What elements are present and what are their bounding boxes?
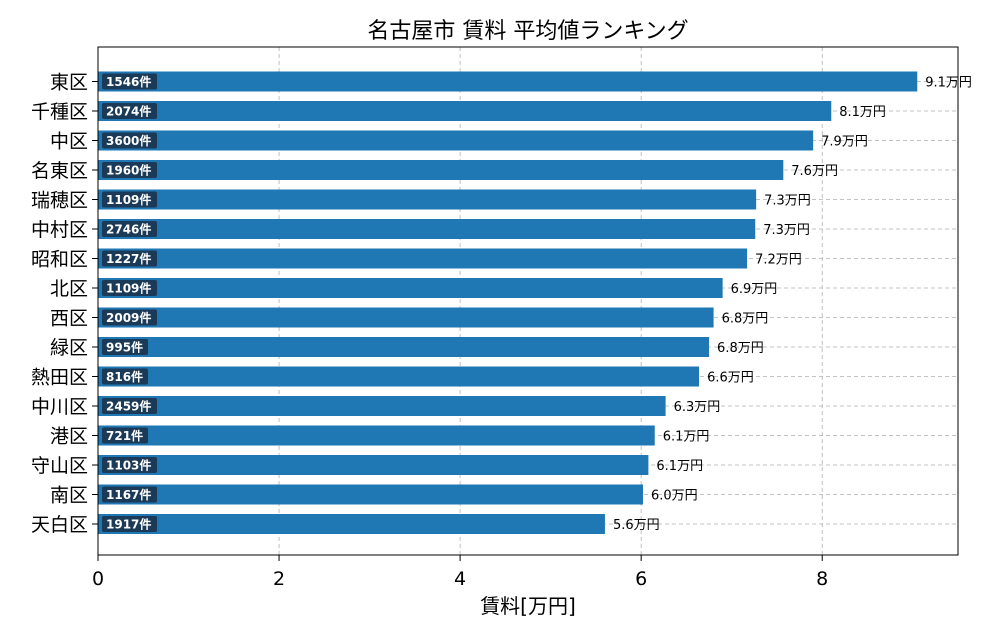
x-tick-label: 4 <box>454 568 466 590</box>
count-label: 995件 <box>106 340 143 355</box>
count-badge <box>102 457 157 473</box>
y-tick-label: 瑞穂区 <box>31 190 88 212</box>
count-badge <box>102 191 157 208</box>
count-badge <box>102 516 157 532</box>
value-label: 6.6万円 <box>707 371 754 386</box>
bar <box>98 455 649 475</box>
bar <box>98 189 757 210</box>
bar <box>98 514 605 534</box>
count-badge <box>102 103 157 119</box>
y-tick-label: 緑区 <box>50 337 88 359</box>
value-label: 6.8万円 <box>717 341 764 356</box>
count-badge <box>102 427 148 444</box>
count-badge <box>102 309 157 326</box>
x-tick-label: 8 <box>816 568 828 590</box>
y-tick-labels: 東区千種区中区名東区瑞穂区中村区昭和区北区西区緑区熱田区中川区港区守山区南区天白… <box>31 72 98 536</box>
count-label: 2009件 <box>106 310 151 325</box>
count-label: 1960件 <box>106 163 151 178</box>
value-label: 7.2万円 <box>755 253 802 268</box>
x-tick-labels: 0 2 4 6 8 <box>92 555 828 590</box>
count-badge <box>102 339 148 355</box>
bar <box>98 366 700 387</box>
grid-lines <box>98 47 958 555</box>
bar <box>98 337 710 357</box>
count-badge <box>102 250 157 267</box>
bar <box>98 248 748 269</box>
bar <box>98 278 723 298</box>
y-tick-label: 熱田区 <box>31 367 88 389</box>
bar <box>98 307 714 328</box>
y-tick-label: 名東区 <box>31 160 88 182</box>
bar <box>98 101 832 121</box>
count-label: 1546件 <box>106 74 151 89</box>
y-tick-label: 西区 <box>50 308 88 330</box>
x-axis-label: 賃料[万円] <box>480 594 576 618</box>
value-label: 5.6万円 <box>613 518 660 533</box>
x-tick-label: 2 <box>273 568 285 590</box>
count-label: 2746件 <box>106 222 151 237</box>
count-label: 2074件 <box>106 104 151 119</box>
count-label: 1167件 <box>106 487 151 502</box>
x-tick-label: 6 <box>635 568 647 590</box>
count-label: 1109件 <box>106 192 151 207</box>
y-tick-label: 昭和区 <box>31 249 88 271</box>
y-tick-label: 中区 <box>50 131 88 153</box>
y-tick-label: 千種区 <box>31 101 88 123</box>
y-tick-label: 北区 <box>50 278 88 300</box>
y-tick-label: 港区 <box>50 426 88 448</box>
count-label: 721件 <box>106 428 143 443</box>
count-badge <box>102 398 157 414</box>
bar <box>98 396 666 416</box>
count-badge <box>102 132 157 149</box>
value-label: 6.1万円 <box>663 430 710 445</box>
value-label: 7.3万円 <box>763 223 810 238</box>
count-label: 816件 <box>106 369 143 384</box>
count-badge <box>102 221 157 237</box>
y-tick-label: 守山区 <box>31 455 88 477</box>
count-label: 1103件 <box>106 458 151 473</box>
count-badge <box>102 162 157 178</box>
value-label: 6.1万円 <box>656 459 703 474</box>
bar <box>98 425 655 446</box>
bar <box>98 484 643 505</box>
count-label: 1109件 <box>106 281 151 296</box>
bar <box>98 219 756 239</box>
value-label: 6.8万円 <box>722 312 769 327</box>
y-tick-label: 天白区 <box>31 514 88 536</box>
x-tick-label: 0 <box>92 568 104 590</box>
count-badge <box>102 73 157 90</box>
count-label: 1227件 <box>106 251 151 266</box>
value-label: 8.1万円 <box>839 105 886 120</box>
chart-title: 名古屋市 賃料 平均値ランキング <box>367 19 688 44</box>
bar <box>98 71 918 92</box>
count-badge <box>102 368 148 385</box>
y-tick-label: 東区 <box>50 72 88 94</box>
value-label: 7.9万円 <box>821 135 868 150</box>
value-label: 6.3万円 <box>674 400 721 415</box>
y-tick-label: 南区 <box>50 485 88 507</box>
count-badge <box>102 486 157 503</box>
count-label: 2459件 <box>106 399 151 414</box>
count-label: 3600件 <box>106 133 151 148</box>
y-tick-label: 中村区 <box>31 219 88 241</box>
value-label: 7.6万円 <box>791 164 838 179</box>
count-label: 1917件 <box>106 517 151 532</box>
bar <box>98 130 814 151</box>
value-label: 9.1万円 <box>925 76 972 91</box>
value-label: 6.0万円 <box>651 489 698 504</box>
y-tick-label: 中川区 <box>31 396 88 418</box>
value-label: 6.9万円 <box>731 282 778 297</box>
count-badge <box>102 280 157 296</box>
bar <box>98 160 784 180</box>
plot-frame <box>97 46 959 556</box>
value-label: 7.3万円 <box>764 194 811 209</box>
bars: 1546件 9.1万円 2074件 8.1万円 3600件 7.9万円 1960件 7.6万円… <box>98 71 972 534</box>
